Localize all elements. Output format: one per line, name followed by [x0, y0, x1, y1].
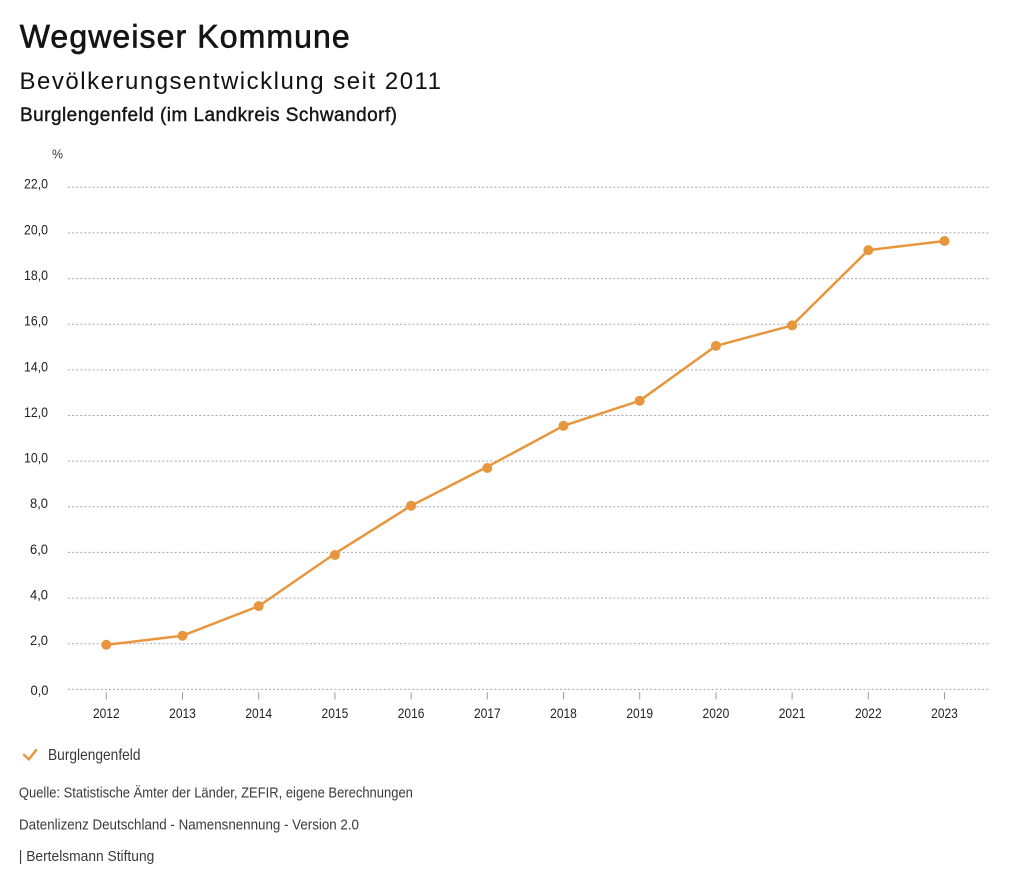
- svg-text:| Bertelsmann Stiftung: | Bertelsmann Stiftung: [19, 848, 155, 865]
- svg-text:2020: 2020: [703, 705, 730, 721]
- svg-text:Burglengenfeld: Burglengenfeld: [48, 747, 141, 764]
- svg-text:2013: 2013: [169, 705, 196, 721]
- svg-text:Bevölkerungsentwicklung seit 2: Bevölkerungsentwicklung seit 2011: [20, 68, 442, 95]
- svg-text:12,0: 12,0: [24, 404, 48, 420]
- svg-text:0,0: 0,0: [31, 682, 49, 698]
- svg-text:16,0: 16,0: [24, 313, 48, 329]
- svg-text:2019: 2019: [626, 705, 653, 721]
- svg-text:2023: 2023: [931, 705, 958, 721]
- svg-text:2022: 2022: [855, 705, 882, 721]
- svg-text:22,0: 22,0: [24, 176, 48, 192]
- svg-text:Datenlizenz Deutschland - Name: Datenlizenz Deutschland - Namensnennung …: [19, 817, 359, 834]
- svg-text:%: %: [52, 146, 63, 161]
- svg-text:Wegweiser Kommune: Wegweiser Kommune: [20, 19, 350, 55]
- svg-text:8,0: 8,0: [30, 495, 48, 511]
- svg-text:2015: 2015: [322, 705, 349, 721]
- svg-text:Burglengenfeld (im Landkreis S: Burglengenfeld (im Landkreis Schwandorf): [20, 105, 397, 126]
- svg-text:Quelle: Statistische Ämter der: Quelle: Statistische Ämter der Länder, Z…: [19, 785, 413, 802]
- svg-text:2014: 2014: [245, 705, 272, 721]
- svg-text:2018: 2018: [550, 705, 577, 721]
- svg-text:20,0: 20,0: [24, 221, 48, 237]
- svg-text:6,0: 6,0: [30, 541, 48, 557]
- svg-text:2021: 2021: [779, 705, 806, 721]
- svg-text:14,0: 14,0: [24, 358, 48, 374]
- svg-text:4,0: 4,0: [30, 587, 48, 603]
- svg-text:2017: 2017: [474, 705, 501, 721]
- svg-text:10,0: 10,0: [24, 450, 48, 466]
- svg-text:2016: 2016: [398, 705, 425, 721]
- svg-text:2012: 2012: [93, 705, 120, 721]
- svg-text:2,0: 2,0: [30, 632, 48, 648]
- svg-text:18,0: 18,0: [24, 267, 48, 283]
